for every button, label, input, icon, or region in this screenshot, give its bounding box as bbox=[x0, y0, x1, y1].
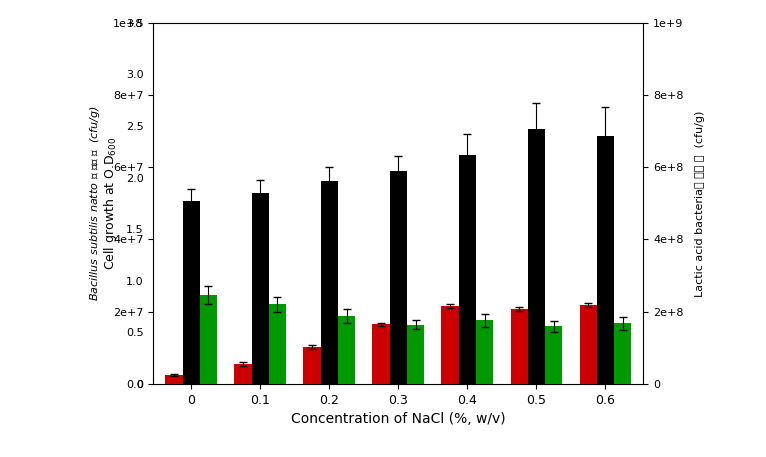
Bar bbox=[269, 304, 286, 384]
Bar bbox=[234, 364, 251, 384]
Bar bbox=[510, 309, 528, 384]
Bar bbox=[303, 347, 321, 384]
Bar bbox=[597, 136, 614, 384]
Bar bbox=[441, 306, 459, 384]
Bar bbox=[407, 324, 424, 384]
Bar bbox=[390, 171, 407, 384]
Bar bbox=[545, 326, 562, 384]
Y-axis label: $Bacillus$ $subtilis$ natto 의 균체 수  (cfu/g): $Bacillus$ $subtilis$ natto 의 균체 수 (cfu/… bbox=[88, 106, 102, 301]
Bar bbox=[182, 201, 200, 384]
Bar bbox=[338, 316, 355, 384]
Bar bbox=[459, 155, 476, 384]
Bar bbox=[200, 295, 217, 384]
Y-axis label: Lactic acid bacteria의 균체 수  (cfu/g): Lactic acid bacteria의 균체 수 (cfu/g) bbox=[695, 110, 705, 297]
Bar bbox=[476, 320, 493, 384]
Bar bbox=[614, 323, 631, 384]
Y-axis label: Cell growth at O.D$_{600}$: Cell growth at O.D$_{600}$ bbox=[102, 137, 119, 270]
Bar bbox=[528, 129, 545, 384]
Bar bbox=[321, 181, 338, 384]
Bar bbox=[372, 324, 390, 384]
X-axis label: Concentration of NaCl (%, w/v): Concentration of NaCl (%, w/v) bbox=[291, 412, 506, 426]
Bar bbox=[580, 305, 597, 384]
Bar bbox=[251, 193, 269, 384]
Bar bbox=[165, 375, 182, 384]
